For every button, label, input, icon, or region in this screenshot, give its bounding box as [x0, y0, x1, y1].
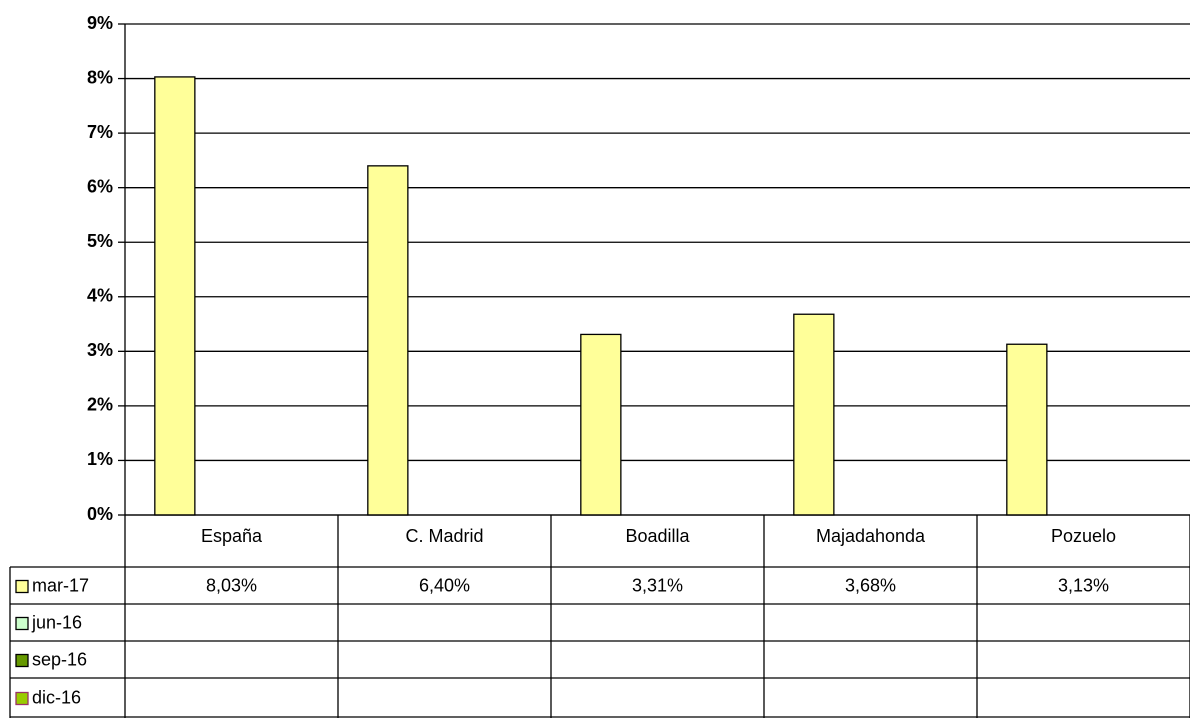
legend-key: [15, 653, 29, 668]
y-tick-label: 8%: [87, 67, 113, 87]
data-label: 3,13%: [1058, 575, 1109, 595]
legend-key: [15, 691, 29, 706]
data-label: 3,31%: [632, 575, 683, 595]
legend-label: dic-16: [32, 687, 81, 707]
bar: [154, 76, 196, 516]
y-tick-label: 3%: [87, 340, 113, 360]
bar: [1006, 343, 1048, 516]
y-tick-label: 1%: [87, 449, 113, 469]
x-tick-label: España: [201, 526, 263, 546]
x-tick-label: Majadahonda: [816, 526, 926, 546]
y-tick-label: 5%: [87, 231, 113, 251]
legend-label: mar-17: [32, 575, 89, 595]
x-tick-label: Boadilla: [625, 526, 690, 546]
y-tick-label: 9%: [87, 13, 113, 33]
data-label: 8,03%: [206, 575, 257, 595]
y-tick-label: 6%: [87, 176, 113, 196]
bar: [580, 333, 622, 516]
data-label: 6,40%: [419, 575, 470, 595]
y-tick-label: 4%: [87, 286, 113, 306]
legend-key: [15, 616, 29, 631]
bar: [367, 165, 409, 516]
legend-label: sep-16: [32, 649, 87, 669]
legend-key: [15, 579, 29, 594]
legend-label: jun-16: [31, 612, 82, 632]
y-tick-label: 7%: [87, 122, 113, 142]
x-tick-label: Pozuelo: [1051, 526, 1116, 546]
x-tick-label: C. Madrid: [405, 526, 483, 546]
data-label: 3,68%: [845, 575, 896, 595]
bar: [793, 313, 835, 516]
y-tick-label: 2%: [87, 395, 113, 415]
y-tick-label: 0%: [87, 504, 113, 524]
